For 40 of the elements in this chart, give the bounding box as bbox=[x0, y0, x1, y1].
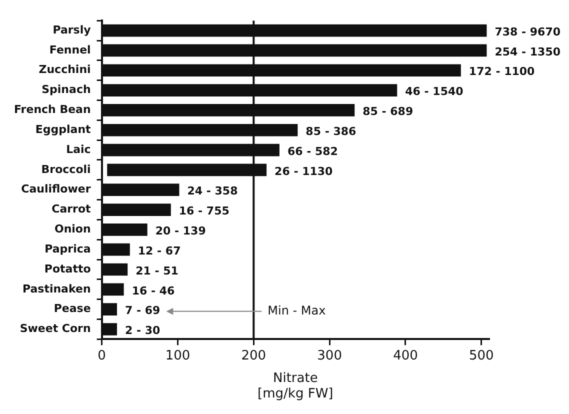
y-tick-label: Cauliflower bbox=[21, 182, 92, 196]
annotation: 7 - 69 bbox=[124, 304, 160, 318]
annotation: 2 - 30 bbox=[124, 324, 161, 338]
y-tick-label: Sweet Corn bbox=[20, 322, 91, 336]
annotation: 254 - 1350 bbox=[494, 45, 561, 58]
x-axis-title: Nitrate [mg/kg FW] bbox=[258, 370, 334, 402]
annotation: 26 - 1130 bbox=[274, 164, 334, 178]
y-tick-label: Pease bbox=[54, 302, 91, 316]
y-tick-label: Pastinaken bbox=[22, 282, 91, 296]
x-tick-label: 0 bbox=[98, 348, 106, 364]
y-tick-label: Carrot bbox=[52, 202, 91, 216]
annotation: 21 - 51 bbox=[136, 264, 178, 278]
y-tick-label: Onion bbox=[54, 222, 91, 236]
annotation: 85 - 689 bbox=[362, 105, 414, 118]
y-tick-label: Potatto bbox=[44, 262, 92, 276]
y-tick-label: French Bean bbox=[14, 103, 91, 116]
y-tick-label: Eggplant bbox=[35, 122, 91, 136]
annotation: 85 - 386 bbox=[306, 124, 357, 138]
x-tick-label: 500 bbox=[468, 348, 494, 364]
annotation: 172 - 1100 bbox=[468, 65, 536, 78]
y-tick-label: Zucchini bbox=[38, 63, 91, 76]
y-tick-label: Parsly bbox=[52, 23, 91, 36]
annotation: 738 - 9670 bbox=[494, 25, 561, 38]
annotation: 12 - 67 bbox=[138, 244, 181, 258]
y-tick-label: Paprica bbox=[44, 242, 91, 256]
y-tick-label: Fennel bbox=[49, 43, 91, 56]
x-tick-label: 100 bbox=[165, 348, 190, 364]
annotation: 46 - 1540 bbox=[405, 85, 464, 98]
annotation: Min - Max bbox=[268, 303, 326, 318]
y-tick-label: Spinach bbox=[42, 83, 91, 96]
x-tick-label: 400 bbox=[393, 348, 418, 364]
annotation: 66 - 582 bbox=[287, 144, 338, 158]
x-tick-label: 200 bbox=[241, 348, 266, 364]
annotation: 20 - 139 bbox=[155, 224, 206, 238]
annotation: 16 - 46 bbox=[132, 284, 176, 298]
annotation: 16 - 755 bbox=[178, 204, 230, 218]
annotation: 24 - 358 bbox=[187, 184, 238, 198]
x-tick-label: 300 bbox=[317, 348, 342, 364]
y-tick-label: Broccoli bbox=[41, 162, 91, 176]
y-tick-label: Laic bbox=[66, 142, 91, 156]
